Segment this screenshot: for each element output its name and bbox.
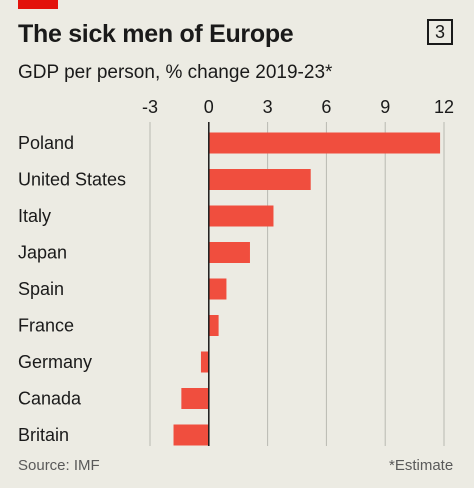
category-label: Japan — [18, 243, 67, 263]
category-label: Italy — [18, 206, 51, 226]
category-label: Poland — [18, 133, 74, 153]
bar — [208, 315, 219, 336]
category-label: Britain — [18, 425, 69, 445]
bar-chart: -3 0 3 6 9 12 Poland United States Italy Japan Spa… — [18, 97, 454, 446]
chart-subtitle: GDP per person, % change 2019-23* — [18, 62, 333, 83]
bar — [181, 388, 209, 409]
category-label: United States — [18, 170, 126, 190]
chart-number-badge: 3 — [427, 19, 453, 45]
bar — [208, 205, 274, 227]
x-tick-label: 9 — [380, 97, 390, 117]
source-note: Source: IMF — [18, 457, 100, 474]
category-label: Germany — [18, 352, 92, 372]
x-tick-label: 3 — [263, 97, 273, 117]
bar — [208, 132, 441, 154]
category-label: Canada — [18, 389, 82, 409]
x-tick-label: 0 — [204, 97, 214, 117]
x-tick-label: -3 — [142, 97, 158, 117]
brand-accent-bar — [18, 0, 58, 9]
bar — [173, 424, 209, 446]
category-label: Spain — [18, 279, 64, 299]
chart-title: The sick men of Europe — [18, 20, 294, 48]
bar — [208, 278, 227, 300]
bar — [208, 169, 311, 190]
estimate-note: *Estimate — [389, 457, 454, 474]
x-tick-label: 12 — [434, 97, 454, 117]
x-tick-label: 6 — [321, 97, 331, 117]
bar — [208, 242, 250, 263]
category-label: France — [18, 316, 74, 336]
bar — [200, 351, 209, 373]
